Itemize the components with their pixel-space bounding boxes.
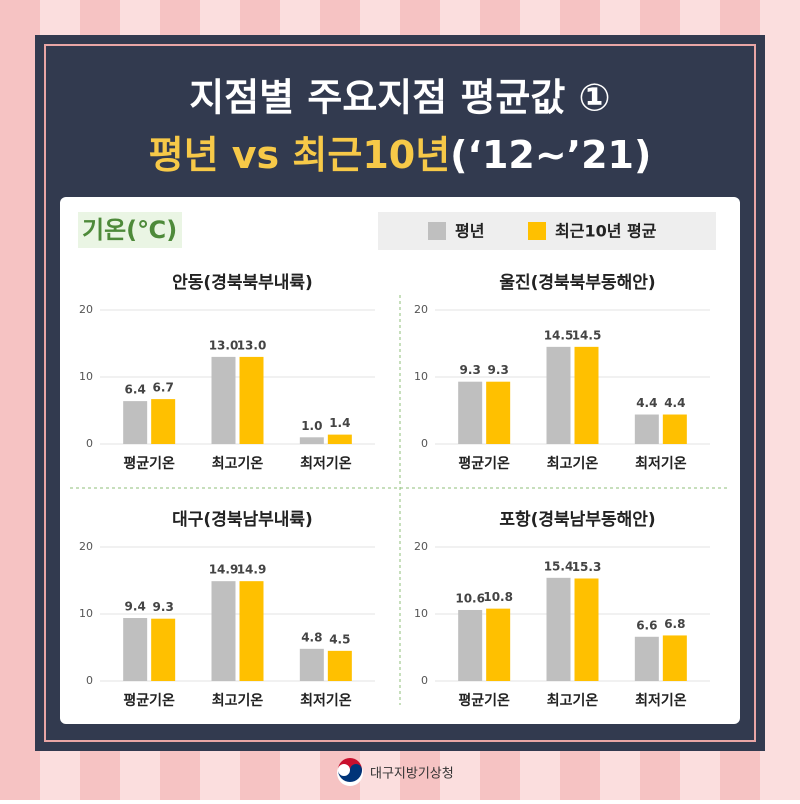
value-label: 9.3 [153,600,174,614]
y-tick-label: 10 [79,370,93,383]
bar [123,618,148,681]
title-period: (‘12~’21) [450,133,651,177]
logo-part [338,764,362,782]
value-label: 14.5 [544,328,574,342]
y-tick-label: 0 [421,437,428,450]
value-label: 4.5 [329,632,350,646]
value-label: 9.3 [460,363,481,377]
chart-title: 포항(경북남부동해안) [499,509,655,530]
bar [546,577,571,681]
value-label: 15.3 [572,560,602,574]
value-label: 10.6 [455,591,485,605]
legend-label: 평년 [455,222,484,241]
bar [458,609,483,681]
title-main: 평년 vs 최근10년 [149,133,451,177]
chart-title: 울진(경북북부동해안) [499,273,655,293]
x-tick-label: 최고기온 [547,693,599,709]
y-tick-label: 20 [414,540,428,553]
unit-label: 기온(℃) [82,216,177,244]
y-tick-label: 0 [86,437,93,450]
bar [327,650,352,681]
y-tick-label: 20 [414,303,428,316]
value-label: 9.4 [125,600,146,614]
bar [574,346,599,444]
x-tick-label: 최고기온 [212,456,264,472]
bar [239,356,264,444]
value-label: 6.4 [125,383,146,397]
bar [151,618,176,681]
chart-title: 안동(경북북부내륙) [172,273,313,293]
bar [486,381,511,444]
y-tick-label: 10 [414,370,428,383]
x-tick-label: 최저기온 [300,693,352,709]
value-label: 10.8 [483,590,513,604]
x-tick-label: 최고기온 [212,693,264,709]
value-label: 13.0 [209,338,239,352]
value-label: 14.9 [237,563,267,577]
y-tick-label: 0 [86,674,93,687]
bar [151,399,176,444]
bar [662,414,687,444]
bar [486,608,511,681]
value-label: 9.3 [488,363,509,377]
title-line1: 지점별 주요지점 평균값 ① [189,76,610,120]
unit-badge [78,212,182,248]
value-label: 6.6 [636,618,657,632]
value-label: 14.5 [572,328,602,342]
x-tick-label: 최저기온 [635,693,687,709]
bar [662,635,687,681]
x-tick-label: 최저기온 [635,456,687,472]
value-label: 13.0 [237,338,267,352]
legend-swatch [528,222,546,240]
x-tick-label: 평균기온 [123,455,175,472]
value-label: 4.4 [636,396,657,410]
bar [546,346,571,444]
x-tick-label: 평균기온 [458,692,510,709]
bar [211,356,236,444]
panel-border [44,44,756,742]
bar [299,648,324,681]
value-label: 6.8 [664,617,685,631]
chart-title: 대구(경북남부내륙) [172,510,313,530]
value-label: 4.8 [301,630,322,644]
footer: 대구지방기상청 [370,767,454,782]
legend-swatch [428,222,446,240]
y-tick-label: 20 [79,540,93,553]
bar [327,434,352,444]
y-tick-label: 0 [421,674,428,687]
x-tick-label: 평균기온 [123,692,175,709]
value-label: 6.7 [153,381,174,395]
y-tick-label: 10 [414,607,428,620]
x-tick-label: 최저기온 [300,456,352,472]
bar [634,414,659,444]
x-tick-label: 최고기온 [547,456,599,472]
bar [634,636,659,681]
bar [211,581,236,681]
y-tick-label: 10 [79,607,93,620]
value-label: 4.4 [664,396,685,410]
x-tick-label: 평균기온 [458,455,510,472]
value-label: 1.4 [329,416,350,430]
value-label: 14.9 [209,563,239,577]
value-label: 15.4 [544,559,574,573]
title-line2: 평년 vs 최근10년(‘12~’21) [149,133,652,177]
bar [123,401,148,444]
bar [239,581,264,681]
bar [458,381,483,444]
bar [299,437,324,444]
bar [574,578,599,681]
legend-label: 최근10년 평균 [555,222,657,241]
value-label: 1.0 [301,419,322,433]
y-tick-label: 20 [79,303,93,316]
